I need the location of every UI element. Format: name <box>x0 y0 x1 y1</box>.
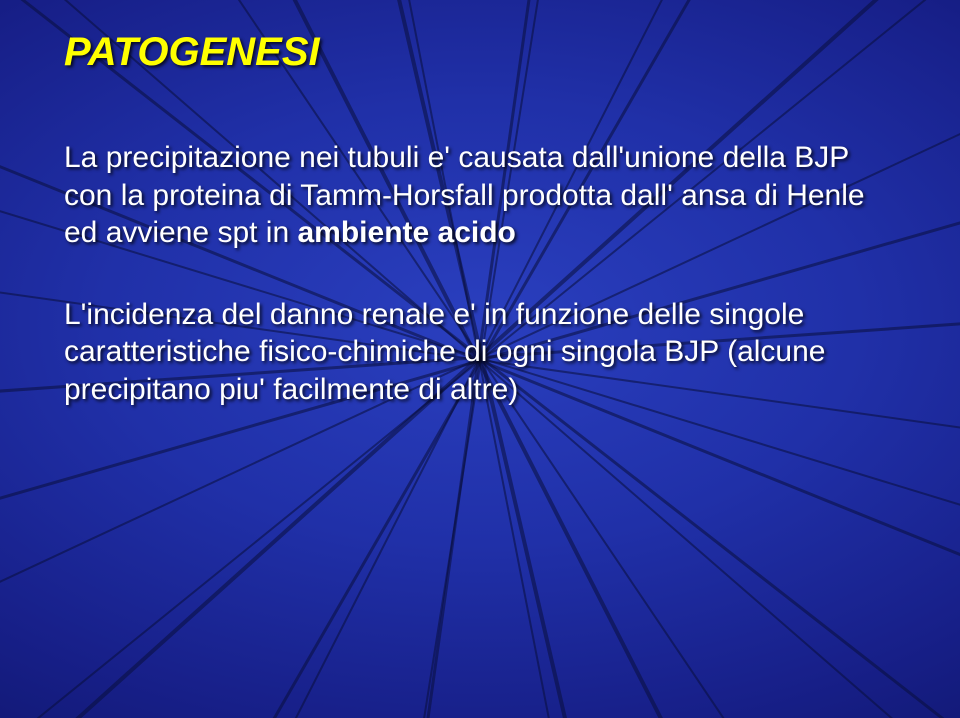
slide-paragraph: La precipitazione nei tubuli e' causata … <box>64 139 896 252</box>
emphasis-text: ambiente acido <box>297 216 515 249</box>
slide-title: PATOGENESI <box>64 30 896 75</box>
slide-content: PATOGENESI La precipitazione nei tubuli … <box>0 0 960 718</box>
slide-paragraph: L'incidenza del danno renale e' in funzi… <box>64 296 896 409</box>
slide-background: PATOGENESI La precipitazione nei tubuli … <box>0 0 960 718</box>
body-text: L'incidenza del danno renale e' in funzi… <box>64 298 825 406</box>
